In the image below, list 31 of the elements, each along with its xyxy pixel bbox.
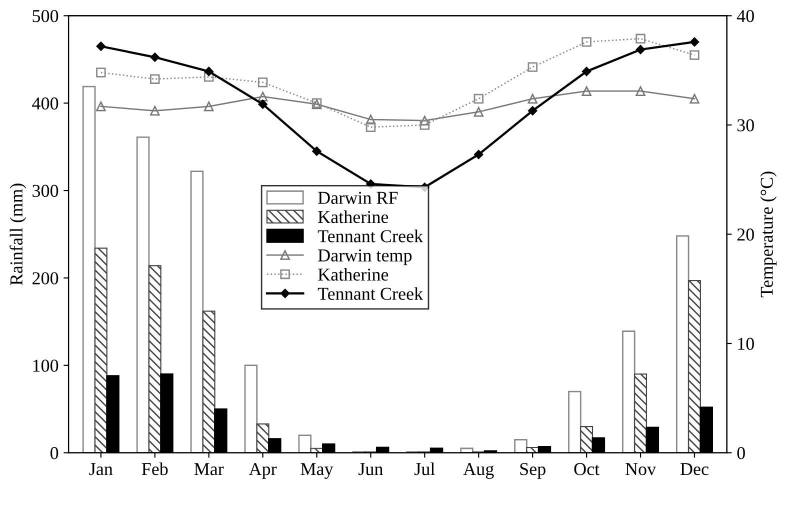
- x-tick-label: Apr: [248, 463, 277, 479]
- y2-tick-label: 10: [738, 338, 754, 350]
- x-tick-label: Jul: [414, 462, 435, 476]
- x-tick-label: Jun: [358, 463, 383, 476]
- y-tick-label: 300: [32, 184, 58, 197]
- y-tick-label: 0: [50, 447, 58, 460]
- y-axis-title: Rainfall (mm): [10, 184, 26, 286]
- y2-axis-title: Temperature (°C): [760, 172, 777, 298]
- y-tick-label: 400: [32, 97, 58, 110]
- x-tick-label: Dec: [680, 463, 708, 476]
- y2-tick-label: 40: [736, 10, 754, 22]
- x-tick-label: Oct: [574, 463, 600, 476]
- x-tick-label: May: [300, 463, 334, 479]
- x-tick-label: Mar: [194, 463, 224, 476]
- x-tick-label: Feb: [142, 462, 168, 476]
- legend-label: Tennant Creek: [318, 287, 424, 300]
- y-tick-label: 500: [32, 10, 58, 22]
- y2-tick-label: 20: [737, 228, 754, 241]
- y2-tick-label: 0: [737, 447, 745, 460]
- legend-label: Darwin temp: [318, 249, 412, 266]
- legend-label: Katherine: [318, 268, 388, 281]
- x-tick-label: Nov: [626, 463, 656, 476]
- x-tick-label: Aug: [463, 463, 494, 479]
- x-tick-label: Sep: [520, 463, 546, 479]
- legend-label: Katherine: [318, 210, 388, 224]
- x-tick-label: Jan: [89, 463, 113, 476]
- y-tick-label: 100: [33, 360, 58, 372]
- y2-tick-label: 30: [737, 119, 754, 132]
- y-tick-label: 200: [32, 272, 58, 284]
- legend-label: Tennant Creek: [318, 230, 424, 242]
- legend-label: Darwin RF: [318, 192, 398, 204]
